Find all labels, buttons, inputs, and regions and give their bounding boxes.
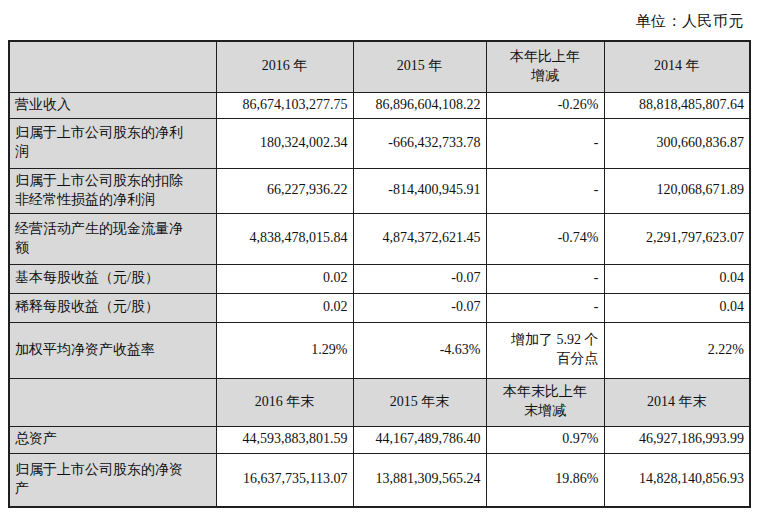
table-row-net-profit: 归属于上市公司股东的净利 润 180,324,002.34 -666,432,7… (9, 118, 750, 168)
row-label: 归属于上市公司股东的净资 产 (9, 453, 216, 507)
header-cell-2016: 2016 年 (216, 41, 353, 92)
unit-label: 单位：人民币元 (0, 0, 757, 31)
row-label: 加权平均净资产收益率 (9, 322, 216, 378)
row-label: 经营活动产生的现金流量净 额 (9, 213, 216, 264)
row-label: 基本每股收益（元/股） (9, 264, 216, 293)
header-cell-2015-end: 2015 年末 (353, 378, 486, 426)
value-2014: 46,927,186,993.99 (604, 426, 750, 453)
row-label: 总资产 (9, 426, 216, 453)
table-row-net-assets: 归属于上市公司股东的净资 产 16,637,735,113.07 13,881,… (9, 453, 750, 507)
value-2015: 44,167,489,786.40 (353, 426, 486, 453)
value-2016: 4,838,478,015.84 (216, 213, 353, 264)
table-row-weighted-avg-roe: 加权平均净资产收益率 1.29% -4.63% 增加了 5.92 个 百分点 2… (9, 322, 750, 378)
value-2016: 66,227,936.22 (216, 168, 353, 213)
value-2015: -814,400,945.91 (353, 168, 486, 213)
value-change: 0.97% (486, 426, 604, 453)
value-2015: 13,881,309,565.24 (353, 453, 486, 507)
table-header-row-yearend: 2016 年末 2015 年末 本年末比上年 末增减 2014 年末 (9, 378, 750, 426)
value-change: - (486, 264, 604, 293)
value-2016: 1.29% (216, 322, 353, 378)
value-2016: 16,637,735,113.07 (216, 453, 353, 507)
value-2015: 4,874,372,621.45 (353, 213, 486, 264)
row-label: 归属于上市公司股东的净利 润 (9, 118, 216, 168)
value-2014: 120,068,671.89 (604, 168, 750, 213)
value-2014: 300,660,836.87 (604, 118, 750, 168)
header-cell-2015: 2015 年 (353, 41, 486, 92)
value-2016: 0.02 (216, 293, 353, 322)
value-2014: 2,291,797,623.07 (604, 213, 750, 264)
value-2016: 0.02 (216, 264, 353, 293)
value-2015: -0.07 (353, 293, 486, 322)
table-row-basic-eps: 基本每股收益（元/股） 0.02 -0.07 - 0.04 (9, 264, 750, 293)
value-change: -0.74% (486, 213, 604, 264)
value-2015: -0.07 (353, 264, 486, 293)
financial-summary-page: 单位：人民币元 2016 年 2015 年 本年比上年 增减 2014 年 营业… (0, 0, 757, 521)
row-label: 归属于上市公司股东的扣除 非经常性损益的净利润 (9, 168, 216, 213)
value-2014: 14,828,140,856.93 (604, 453, 750, 507)
value-change: - (486, 118, 604, 168)
table-row-total-assets: 总资产 44,593,883,801.59 44,167,489,786.40 … (9, 426, 750, 453)
header-cell-yoy-change: 本年比上年 增减 (486, 41, 604, 92)
value-change: -0.26% (486, 92, 604, 118)
value-2015: -4.63% (353, 322, 486, 378)
value-change: - (486, 168, 604, 213)
header-cell-yearend-change: 本年末比上年 末增减 (486, 378, 604, 426)
value-2014: 2.22% (604, 322, 750, 378)
value-2016: 86,674,103,277.75 (216, 92, 353, 118)
table-row-operating-cash-flow: 经营活动产生的现金流量净 额 4,838,478,015.84 4,874,37… (9, 213, 750, 264)
table-row-operating-revenue: 营业收入 86,674,103,277.75 86,896,604,108.22… (9, 92, 750, 118)
value-change: - (486, 293, 604, 322)
header-cell-blank (9, 41, 216, 92)
value-2016: 180,324,002.34 (216, 118, 353, 168)
financial-summary-table: 2016 年 2015 年 本年比上年 增减 2014 年 营业收入 86,67… (8, 40, 751, 508)
value-2015: 86,896,604,108.22 (353, 92, 486, 118)
value-2016: 44,593,883,801.59 (216, 426, 353, 453)
table-row-diluted-eps: 稀释每股收益（元/股） 0.02 -0.07 - 0.04 (9, 293, 750, 322)
header-cell-2014-end: 2014 年末 (604, 378, 750, 426)
value-change: 增加了 5.92 个 百分点 (486, 322, 604, 378)
table-row-net-profit-excl-nonrecurring: 归属于上市公司股东的扣除 非经常性损益的净利润 66,227,936.22 -8… (9, 168, 750, 213)
value-2014: 0.04 (604, 293, 750, 322)
value-2014: 88,818,485,807.64 (604, 92, 750, 118)
value-2014: 0.04 (604, 264, 750, 293)
table-header-row-annual: 2016 年 2015 年 本年比上年 增减 2014 年 (9, 41, 750, 92)
header-cell-blank (9, 378, 216, 426)
value-change: 19.86% (486, 453, 604, 507)
header-cell-2014: 2014 年 (604, 41, 750, 92)
value-2015: -666,432,733.78 (353, 118, 486, 168)
row-label: 营业收入 (9, 92, 216, 118)
row-label: 稀释每股收益（元/股） (9, 293, 216, 322)
header-cell-2016-end: 2016 年末 (216, 378, 353, 426)
